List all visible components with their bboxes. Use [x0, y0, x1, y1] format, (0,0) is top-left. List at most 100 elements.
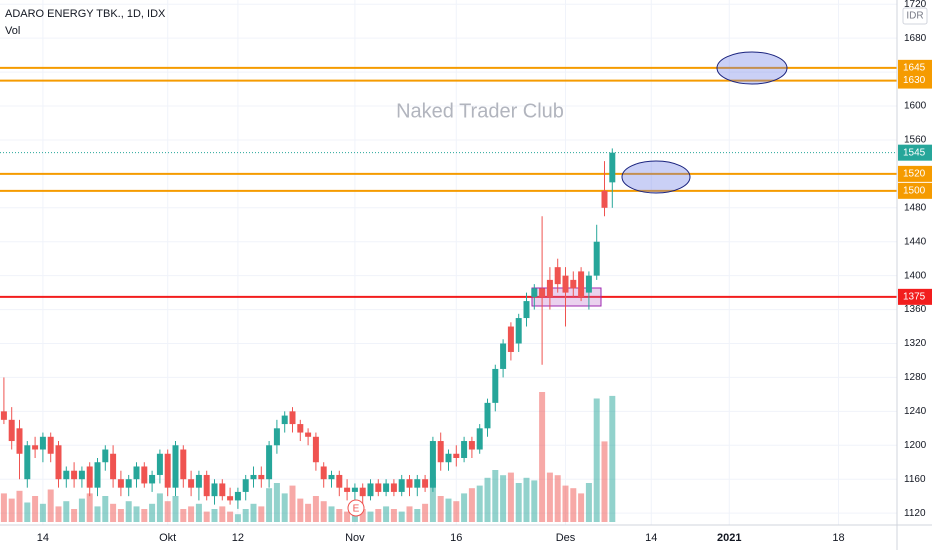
- candle-body: [406, 479, 413, 488]
- volume-bar: [461, 493, 468, 522]
- candle-body: [554, 267, 561, 285]
- candle-body: [445, 453, 452, 463]
- volume-bar: [258, 506, 265, 522]
- volume-bar: [172, 496, 179, 522]
- candle-body: [593, 241, 600, 276]
- volume-bar: [102, 496, 109, 522]
- candle-body: [539, 288, 546, 297]
- volume-bar: [133, 506, 140, 522]
- volume-bar: [523, 477, 530, 522]
- volume-bar: [78, 498, 85, 522]
- volume-bar: [539, 392, 546, 522]
- candle-body: [141, 466, 148, 484]
- y-tick-label: 1480: [904, 202, 927, 213]
- candle-body: [312, 436, 319, 463]
- y-tick-label: 1680: [904, 33, 927, 44]
- candle-body: [219, 483, 226, 497]
- y-tick-label: 1440: [904, 236, 927, 247]
- volume-bar: [8, 498, 15, 522]
- volume-bar: [0, 493, 7, 522]
- volume-bar: [71, 509, 78, 522]
- candle-body: [359, 487, 366, 497]
- volume-bar: [211, 509, 218, 522]
- volume-bar: [468, 488, 475, 522]
- volume-bar: [507, 472, 514, 522]
- candle-body: [266, 445, 273, 480]
- volume-bar: [609, 395, 616, 522]
- y-tick-label: 1240: [904, 406, 927, 417]
- candle-body: [55, 445, 62, 480]
- volume-bar: [585, 483, 592, 522]
- candle-body: [164, 453, 171, 488]
- candle-body: [71, 470, 78, 480]
- candle-body: [94, 462, 101, 488]
- earnings-label: E: [353, 504, 360, 515]
- x-tick-label: Nov: [345, 532, 365, 544]
- volume-bar: [305, 503, 312, 522]
- volume-bar: [94, 506, 101, 522]
- volume-bar: [203, 511, 210, 522]
- price-label: 1545: [903, 147, 926, 158]
- price-label-bg: [898, 59, 932, 76]
- candle-body: [32, 445, 39, 450]
- volume-bar: [125, 501, 132, 522]
- volume-bar: [250, 503, 257, 522]
- candle-body: [258, 474, 265, 480]
- candle-body: [172, 445, 179, 488]
- x-tick-label: Okt: [159, 532, 176, 544]
- volume-bar: [86, 493, 93, 522]
- currency: IDR: [906, 11, 923, 22]
- candle-body: [453, 453, 460, 458]
- candle-body: [156, 453, 163, 475]
- candle-body: [383, 483, 390, 492]
- y-tick-label: 1280: [904, 372, 927, 383]
- candle-body: [273, 428, 280, 446]
- volume-bar: [406, 506, 413, 522]
- candle-body: [203, 474, 210, 497]
- candle-body: [468, 441, 475, 450]
- ellipse: [621, 160, 691, 194]
- y-tick-label: 1720: [904, 0, 927, 10]
- volume-bar: [383, 506, 390, 522]
- candle-body: [367, 483, 374, 497]
- volume-bar: [219, 506, 226, 522]
- volume-bar: [289, 485, 296, 522]
- price-label-bg: [898, 72, 932, 89]
- candle-body: [414, 479, 421, 488]
- candle-body: [585, 275, 592, 293]
- candle-body: [0, 411, 7, 420]
- candle-body: [180, 449, 187, 480]
- candle-body: [149, 474, 156, 484]
- earnings-marker: [347, 499, 365, 517]
- x-tick-label: 18: [832, 532, 844, 544]
- volume-bar: [164, 501, 171, 522]
- candle-body: [320, 466, 327, 480]
- volume-bar: [336, 509, 343, 522]
- price-label: 1500: [903, 185, 926, 196]
- candle-body: [297, 424, 304, 433]
- volume-label: Vol: [5, 25, 20, 37]
- candle-body: [234, 491, 241, 501]
- volume-bar: [375, 509, 382, 522]
- volume-bar: [437, 496, 444, 522]
- volume-bar: [422, 503, 429, 522]
- candle-body: [531, 288, 538, 297]
- volume-bar: [484, 477, 491, 522]
- volume-bar: [320, 501, 327, 522]
- volume-bar: [47, 489, 54, 522]
- candle-body: [281, 415, 288, 425]
- candle-body: [117, 479, 124, 488]
- candle-body: [250, 474, 257, 480]
- candle-body: [437, 441, 444, 463]
- y-tick-label: 1320: [904, 338, 927, 349]
- candle-body: [601, 190, 608, 208]
- volume-bar: [117, 509, 124, 522]
- volume-bar: [344, 511, 351, 522]
- volume-bar: [55, 506, 62, 522]
- candle-body: [461, 441, 468, 458]
- price-label-bg: [898, 165, 932, 182]
- candle-body: [133, 466, 140, 480]
- volume-bar: [297, 498, 304, 522]
- price-label: 1630: [903, 75, 926, 86]
